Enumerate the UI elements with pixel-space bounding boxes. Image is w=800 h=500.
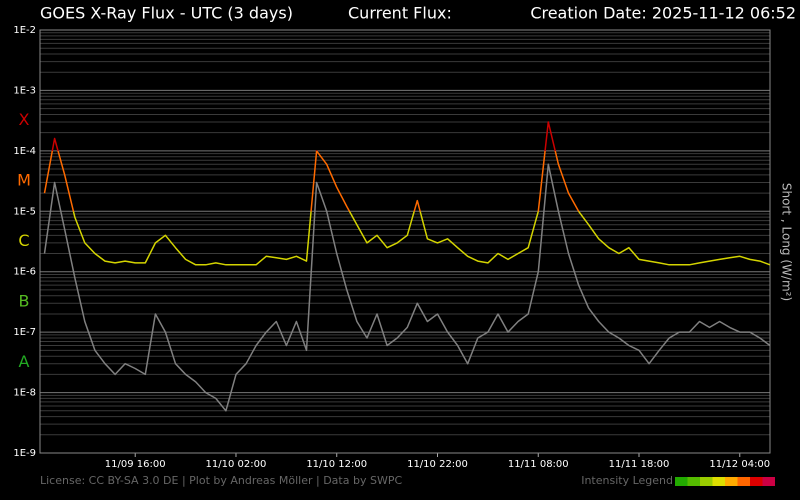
flux-class-label: C: [18, 231, 29, 250]
y-tick-label: 1E-8: [13, 388, 36, 399]
y-tick-label: 1E-7: [13, 327, 36, 338]
current-flux-label: Current Flux:: [348, 4, 452, 23]
y-tick-label: 1E-2: [13, 25, 36, 36]
x-tick-label: 11/10 22:00: [407, 459, 468, 470]
flux-class-label: X: [19, 110, 30, 129]
x-tick-label: 11/09 16:00: [105, 459, 166, 470]
flux-class-label: B: [19, 291, 30, 310]
footer: License: CC BY-SA 3.0 DE | Plot by Andre…: [40, 474, 402, 487]
intensity-swatch: [712, 477, 725, 486]
y-tick-label: 1E-5: [13, 206, 36, 217]
y-axis-label: Short , Long (W/m²): [780, 183, 794, 301]
flux-class-label: M: [17, 171, 31, 190]
flux-class-label: A: [19, 352, 30, 371]
intensity-swatch: [675, 477, 688, 486]
creation-date: Creation Date: 2025-11-12 06:52: [530, 4, 796, 23]
intensity-legend-label: Intensity Legend: [581, 474, 673, 487]
intensity-swatch: [750, 477, 763, 486]
intensity-swatch: [687, 477, 700, 486]
x-tick-label: 11/12 04:00: [709, 459, 770, 470]
intensity-swatch: [762, 477, 775, 486]
flux-line: [43, 163, 771, 412]
y-tick-label: 1E-6: [13, 267, 36, 278]
y-tick-label: 1E-4: [13, 146, 36, 157]
intensity-swatch: [737, 477, 750, 486]
x-tick-label: 11/11 08:00: [508, 459, 569, 470]
flux-line: [43, 121, 771, 266]
y-tick-label: 1E-9: [13, 448, 36, 459]
plot-frame: [39, 29, 771, 454]
intensity-swatch: [725, 477, 738, 486]
chart-title: GOES X-Ray Flux - UTC (3 days): [40, 4, 293, 23]
x-tick-label: 11/10 12:00: [306, 459, 367, 470]
y-tick-label: 1E-3: [13, 85, 36, 96]
intensity-swatch: [700, 477, 713, 486]
x-tick-label: 11/11 18:00: [609, 459, 670, 470]
x-tick-label: 11/10 02:00: [206, 459, 267, 470]
